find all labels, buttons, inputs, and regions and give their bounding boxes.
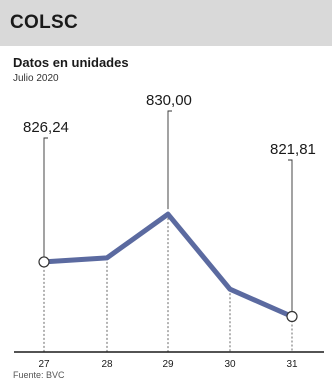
series-layer: [38, 211, 298, 323]
ticker-title: COLSC: [10, 12, 78, 33]
chart-subtitle: Julio 2020: [13, 73, 59, 84]
point-marker-31: [286, 310, 298, 323]
label-connector-29: [167, 110, 172, 210]
x-tick-29: 29: [162, 359, 174, 370]
chart-title: Datos en unidades: [13, 55, 129, 70]
value-label-27: 826,24: [23, 119, 69, 136]
x-tick-28: 28: [101, 359, 113, 370]
source-note: Fuente: BVC: [13, 370, 65, 380]
x-tick-27: 27: [38, 359, 50, 370]
label-connector-27: [43, 137, 48, 257]
label-connector-31: [288, 159, 293, 312]
point-marker-27: [38, 256, 50, 268]
header-band: COLSC: [0, 0, 332, 46]
x-tick-31: 31: [286, 359, 298, 370]
x-tick-labels: 27 28 29 30 31: [38, 359, 298, 370]
value-label-29: 830,00: [146, 92, 192, 109]
x-tick-30: 30: [224, 359, 236, 370]
guide-lines: [43, 214, 293, 352]
value-label-31: 821,81: [270, 141, 316, 158]
series-line: [41, 211, 295, 320]
value-labels: 826,24 830,00 821,81: [23, 92, 316, 312]
